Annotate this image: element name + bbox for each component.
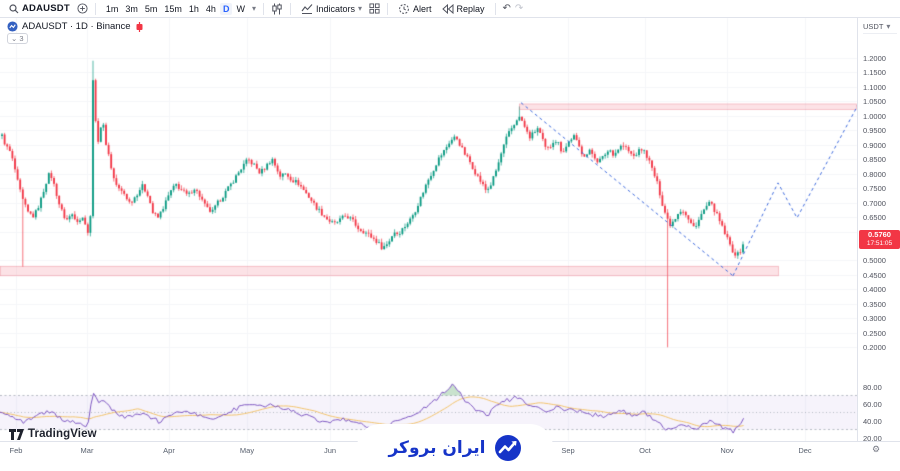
price-tick-1.2000: 1.2000 <box>863 53 886 63</box>
price-tick-0.9000: 0.9000 <box>863 140 886 150</box>
timeframe-chevron-down-icon[interactable]: ▾ <box>251 3 256 13</box>
bar-countdown: 17:51:05 <box>866 240 893 248</box>
price-tick-0.7500: 0.7500 <box>863 184 886 194</box>
tradingview-logo-text: TradingView <box>28 428 97 440</box>
month-label-Sep: Sep <box>561 446 575 455</box>
price-tick-0.4500: 0.4500 <box>863 270 886 280</box>
price-tick-0.9500: 0.9500 <box>863 126 886 136</box>
price-tick-0.3500: 0.3500 <box>863 299 886 309</box>
top-toolbar: ADAUSDT 1m 3m 5m 15m 1h 4h D W ▾ Indicators ▾ <box>0 0 900 18</box>
alert-label: Alert <box>413 3 432 14</box>
tradingview-logo[interactable]: TradingView <box>9 428 97 440</box>
price-tick-0.8000: 0.8000 <box>863 169 886 179</box>
alert-button[interactable]: Alert <box>395 2 435 16</box>
month-label-Mar: Mar <box>80 446 94 455</box>
replay-label: Replay <box>456 3 485 14</box>
collapsed-count: 3 <box>19 34 24 43</box>
symbol-search-button[interactable]: ADAUSDT <box>6 2 73 15</box>
tradingview-mark-icon <box>9 428 24 440</box>
iranbroker-watermark: ایران بروکر <box>357 424 553 471</box>
coin-icon <box>7 21 18 32</box>
last-price-label: 0.5760 17:51:05 <box>859 230 900 249</box>
price-tick-1.1500: 1.1500 <box>863 68 886 78</box>
search-icon <box>9 3 19 14</box>
timeframe-D[interactable]: D <box>219 2 233 15</box>
price-tick-0.3000: 0.3000 <box>863 314 886 324</box>
chart-style-candles-icon[interactable] <box>271 3 283 15</box>
price-tick-1.0500: 1.0500 <box>863 97 886 107</box>
redo-icon[interactable]: ↷ <box>514 3 524 14</box>
symbol-name: ADAUSDT <box>22 3 70 14</box>
timeframe-3m[interactable]: 3m <box>125 3 138 14</box>
price-tick-1.1000: 1.1000 <box>863 82 886 92</box>
month-label-Feb: Feb <box>9 446 23 455</box>
month-label-Nov: Nov <box>720 446 734 455</box>
month-label-May: May <box>239 446 255 455</box>
chart-legend[interactable]: ADAUSDT · 1D · Binance <box>7 21 144 32</box>
timeframe-5m[interactable]: 5m <box>144 3 158 14</box>
timeframe-4h[interactable]: 4h <box>205 3 216 14</box>
toolbar-separator <box>94 2 96 15</box>
rsi-tick-80.00: 80.00 <box>863 383 882 392</box>
month-label-Dec: Dec <box>798 446 812 455</box>
toolbar-separator <box>494 2 496 15</box>
price-tick-0.8500: 0.8500 <box>863 155 886 165</box>
axis-currency-chevron-icon: ▾ <box>886 21 891 31</box>
iranbroker-watermark-text: ایران بروکر <box>388 437 486 458</box>
price-tick-0.6500: 0.6500 <box>863 213 886 223</box>
indicators-label: Indicators <box>315 3 355 14</box>
rsi-tick-20.00: 20.00 <box>863 434 882 443</box>
alert-clock-icon <box>398 3 410 15</box>
indicators-button[interactable]: Indicators ▾ <box>298 2 365 15</box>
timeframe-group: 1m 3m 5m 15m 1h 4h D W <box>103 2 248 15</box>
axis-currency-label: USDT <box>863 22 884 31</box>
pill-chevron-icon: ⌄ <box>11 34 20 43</box>
axis-settings-gear-icon[interactable]: ⚙ <box>872 444 881 454</box>
iranbroker-logo-icon <box>494 434 522 462</box>
price-tick-0.5000: 0.5000 <box>863 256 886 266</box>
replay-button[interactable]: Replay <box>439 3 488 15</box>
timeframe-15m[interactable]: 15m <box>164 3 182 14</box>
timeframe-W[interactable]: W <box>236 3 245 14</box>
indicators-chevron-down-icon: ▾ <box>357 3 362 13</box>
month-label-Oct: Oct <box>639 446 651 455</box>
price-tick-0.2000: 0.2000 <box>863 343 886 353</box>
timeframe-1m[interactable]: 1m <box>105 3 119 14</box>
rsi-tick-40.00: 40.00 <box>863 417 882 426</box>
replay-icon <box>441 3 454 14</box>
timeframe-1h[interactable]: 1h <box>188 3 199 14</box>
axis-currency[interactable]: USDT ▾ <box>863 22 897 34</box>
last-price-value: 0.5760 <box>868 230 891 240</box>
compare-add-icon[interactable] <box>77 3 88 14</box>
layout-grid-icon[interactable] <box>369 3 380 14</box>
toolbar-separator <box>262 2 264 15</box>
collapsed-indicators-pill[interactable]: ⌄ 3 <box>7 33 28 44</box>
indicators-icon <box>301 3 313 14</box>
month-label-Apr: Apr <box>163 446 175 455</box>
price-tick-1.0000: 1.0000 <box>863 111 886 121</box>
price-tick-0.4000: 0.4000 <box>863 285 886 295</box>
exchange-candle-badge <box>135 21 144 32</box>
rsi-tick-60.00: 60.00 <box>863 400 882 409</box>
toolbar-separator <box>289 2 291 15</box>
price-tick-0.7000: 0.7000 <box>863 198 886 208</box>
undo-icon[interactable]: ↶ <box>502 3 511 14</box>
legend-title: ADAUSDT · 1D · Binance <box>22 21 131 32</box>
month-label-Jun: Jun <box>323 446 337 455</box>
price-tick-0.2500: 0.2500 <box>863 328 886 338</box>
price-axis[interactable]: USDT ▾ 1.2000 1.1500 1.1000 1.0500 1.0000 0.9… <box>857 18 900 454</box>
toolbar-separator <box>387 2 388 15</box>
